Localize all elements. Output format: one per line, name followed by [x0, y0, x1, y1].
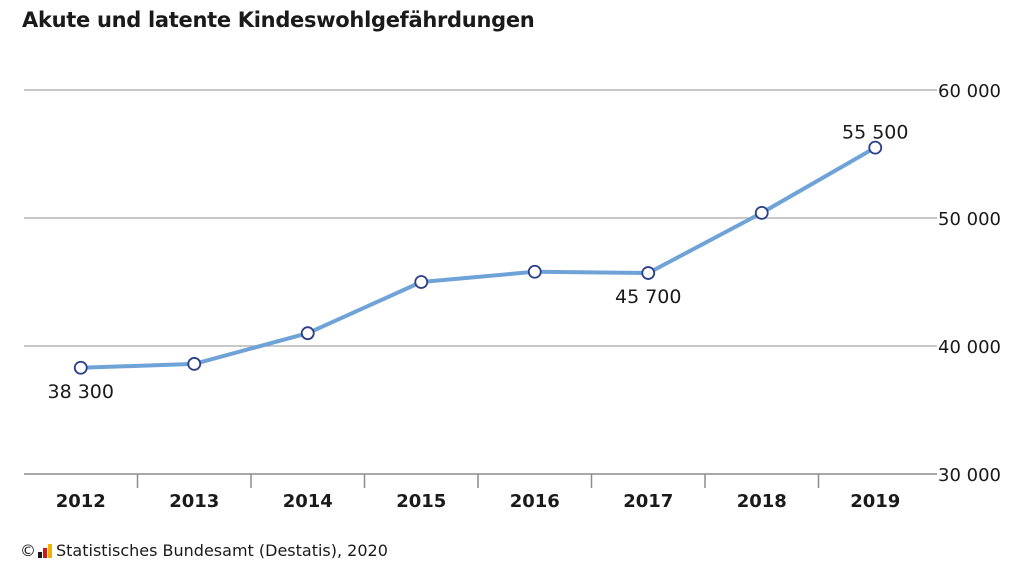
- x-tick-label: 2012: [56, 491, 106, 512]
- y-tick-label: 30 000: [938, 465, 1001, 486]
- series-line: [78, 145, 878, 370]
- source-text: Statistisches Bundesamt (Destatis), 2020: [56, 541, 388, 560]
- x-tick-label: 2013: [169, 491, 219, 512]
- data-point-marker: [754, 205, 769, 220]
- data-point-marker: [868, 140, 883, 155]
- data-point-marker: [527, 264, 542, 279]
- chart-title: Akute und latente Kindeswohlgefährdungen: [22, 8, 535, 32]
- data-label: 45 700: [615, 286, 681, 308]
- data-point-marker: [187, 357, 202, 371]
- x-tick-label: 2014: [283, 491, 333, 512]
- y-tick-label: 60 000: [938, 81, 1001, 102]
- source-footer: © Statistisches Bundesamt (Destatis), 20…: [20, 541, 388, 560]
- data-point-marker: [73, 360, 88, 375]
- x-tick-labels: 2012 2013 2014 2015 2016 2017 2018 2019: [56, 491, 901, 512]
- copyright-symbol: ©: [20, 541, 36, 560]
- data-label: 38 300: [48, 381, 114, 403]
- y-tick-label: 40 000: [938, 337, 1001, 358]
- x-tick-label: 2015: [396, 491, 446, 512]
- data-point-marker: [414, 275, 429, 289]
- x-tick-label: 2017: [623, 491, 673, 512]
- series-line: [78, 145, 878, 370]
- data-point-marker: [300, 326, 315, 341]
- gridlines: [24, 89, 937, 347]
- destatis-logo-icon: [38, 543, 53, 558]
- data-labels: 38 300 45 700 55 500: [48, 122, 909, 403]
- data-label: 55 500: [842, 122, 908, 144]
- data-points: [73, 140, 883, 375]
- data-point-marker: [641, 266, 656, 280]
- x-axis: [24, 473, 937, 488]
- y-tick-label: 50 000: [938, 209, 1001, 230]
- y-axis: 30 000 40 000 50 000 60 000: [938, 81, 1001, 486]
- x-tick-label: 2016: [510, 491, 560, 512]
- x-tick-label: 2018: [737, 491, 787, 512]
- x-tick-label: 2019: [850, 491, 900, 512]
